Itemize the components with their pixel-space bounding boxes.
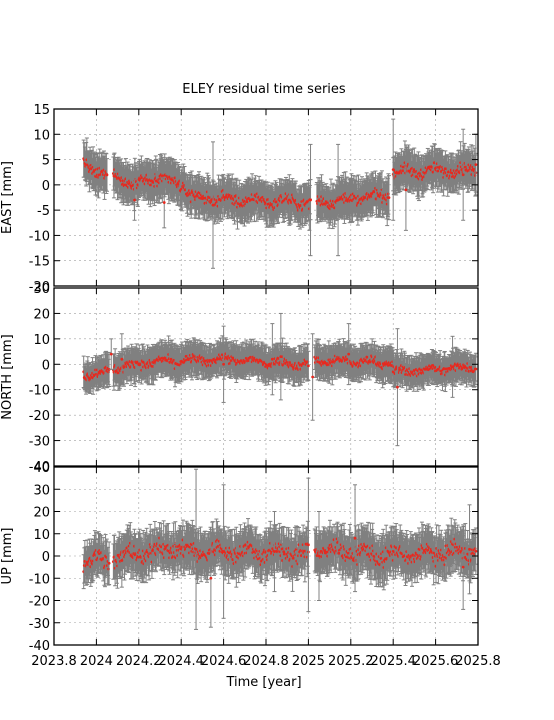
data-point <box>107 368 111 371</box>
data-point <box>461 173 465 177</box>
data-point-group <box>461 128 466 221</box>
data-point-group <box>343 171 348 216</box>
series-east <box>81 118 478 269</box>
data-point <box>211 203 215 207</box>
data-point <box>404 188 408 192</box>
data-point-group <box>403 148 408 231</box>
data-point-group <box>84 137 89 183</box>
data-point-group <box>162 176 167 229</box>
y-axis-label-east: EAST [mm] <box>0 161 15 234</box>
data-point-group <box>386 175 391 221</box>
data-point <box>287 198 291 202</box>
y-tick-label: -5 <box>37 204 50 219</box>
data-point <box>391 168 395 172</box>
data-point-group <box>287 174 292 226</box>
data-point-group <box>105 158 109 192</box>
y-tick-label: -10 <box>29 229 50 244</box>
y-tick-label: 0 <box>42 179 50 194</box>
data-point-group <box>132 179 137 221</box>
data-point-group <box>432 143 437 182</box>
data-point-group <box>336 143 341 257</box>
data-point <box>105 173 109 177</box>
data-point <box>162 201 166 204</box>
data-point-group <box>308 143 313 257</box>
data-point-group <box>151 162 156 200</box>
data-point-group <box>121 162 126 206</box>
data-point-group <box>380 188 385 217</box>
y-tick-label: 5 <box>42 154 50 169</box>
data-point-group <box>243 342 248 380</box>
data-point-group <box>122 164 127 197</box>
chart-title: ELEY residual time series <box>182 82 346 97</box>
panel-east: -20 -15 -10 -5 0 5 10 15 EAST [mm] <box>0 103 479 295</box>
data-point <box>336 198 340 202</box>
y-tick-label: -15 <box>29 255 50 270</box>
y-tick-label: 15 <box>33 103 50 118</box>
series-north <box>81 312 478 447</box>
y-tick-label: -20 <box>29 280 50 295</box>
data-point-group <box>211 141 215 269</box>
data-point-group <box>416 151 421 197</box>
data-point-group <box>391 118 396 221</box>
y-tick-label: 10 <box>33 128 50 143</box>
data-point-group <box>107 351 112 387</box>
data-point <box>474 163 478 167</box>
data-point-group <box>234 179 239 223</box>
x-axis-label: Time [year] <box>225 675 301 690</box>
data-point <box>309 198 312 202</box>
data-point <box>133 198 136 202</box>
data-point <box>387 196 391 200</box>
